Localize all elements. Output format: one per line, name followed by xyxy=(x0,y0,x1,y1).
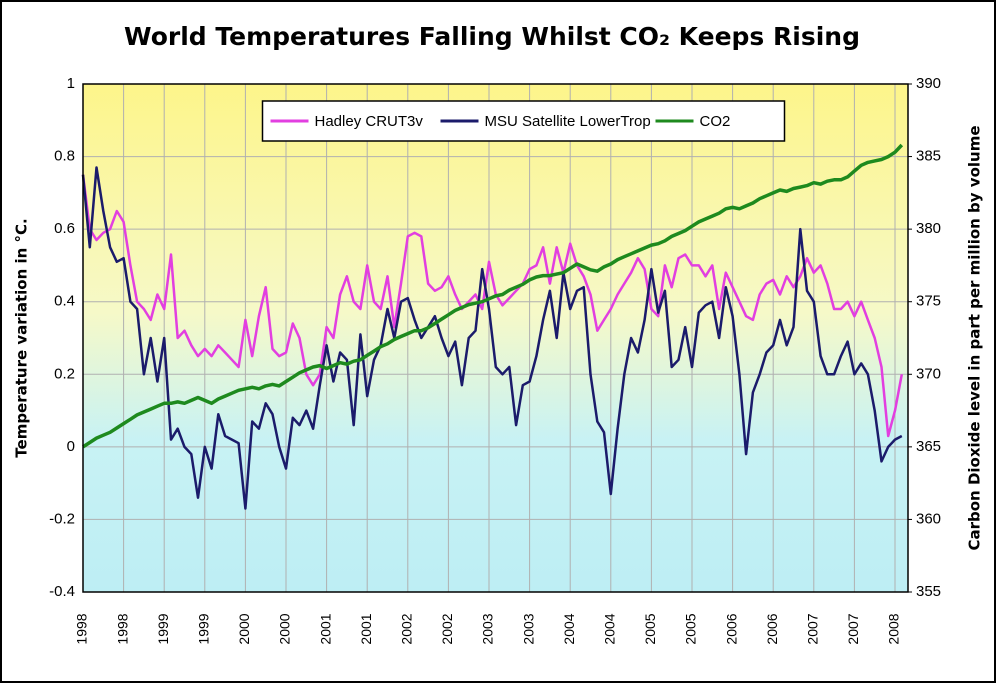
series-line xyxy=(81,174,904,438)
x-tick-label: 2002 xyxy=(399,613,415,644)
x-tick-label: 2007 xyxy=(845,613,861,644)
x-tick-label: 2000 xyxy=(236,613,252,644)
x-tick-label: 2001 xyxy=(317,613,333,644)
x-tick-label: 2000 xyxy=(277,613,293,644)
x-tick-label: 2007 xyxy=(805,613,821,644)
x-tick-label: 2006 xyxy=(764,613,780,644)
x-tick-label: 2001 xyxy=(358,613,374,644)
y2-tick-label: 380 xyxy=(916,220,941,237)
y2-tick-label: 375 xyxy=(916,293,941,310)
x-tick-label: 2004 xyxy=(561,613,577,644)
y-axis-label: Temperature variation in °C. xyxy=(13,218,31,457)
x-tick-label: 2004 xyxy=(602,613,618,644)
x-tick-label: 2003 xyxy=(520,613,536,644)
y2-tick-label: 370 xyxy=(916,365,941,382)
x-tick-label: 1999 xyxy=(155,613,171,644)
x-tick-label: 2006 xyxy=(723,613,739,644)
y-tick-label: -0.4 xyxy=(49,583,75,600)
y-tick-label: 0.8 xyxy=(54,148,75,165)
y-tick-label: 0.2 xyxy=(54,365,75,382)
y-tick-label: -0.2 xyxy=(49,510,75,527)
y-tick-label: 0.4 xyxy=(54,293,75,310)
legend-label: CO2 xyxy=(700,113,731,130)
y2-tick-label: 385 xyxy=(916,148,941,165)
legend-box xyxy=(261,100,786,142)
y2-tick-label: 360 xyxy=(916,510,941,527)
y-tick-label: 1 xyxy=(67,75,75,92)
y-tick-label: 0.6 xyxy=(54,220,75,237)
series-line xyxy=(81,166,903,510)
legend-label: MSU Satellite LowerTrop xyxy=(485,113,651,130)
chart-title: World Temperatures Falling Whilst CO₂ Ke… xyxy=(124,22,860,51)
x-tick-label: 1999 xyxy=(196,613,212,644)
x-tick-label: 2005 xyxy=(642,613,658,644)
x-tick-label: 1998 xyxy=(114,613,130,644)
y2-tick-label: 390 xyxy=(916,75,941,92)
plot-area xyxy=(83,84,908,592)
y2-tick-label: 365 xyxy=(916,438,941,455)
legend-label: Hadley CRUT3v xyxy=(315,113,424,130)
grid xyxy=(82,83,908,593)
y2-axis-label: Carbon Dioxide level in part per million… xyxy=(966,125,984,550)
y2-tick-label: 355 xyxy=(916,583,941,600)
series-line xyxy=(82,143,904,449)
plot-border xyxy=(82,83,909,593)
x-tick-label: 2003 xyxy=(480,613,496,644)
legend: Hadley CRUT3v MSU Satellite LowerTrop CO2 xyxy=(261,100,786,142)
x-tick-label: 2005 xyxy=(683,613,699,644)
y-tick-label: 0 xyxy=(67,438,75,455)
series-lines xyxy=(81,143,904,510)
x-tick-label: 1998 xyxy=(74,613,90,644)
x-tick-label: 2008 xyxy=(886,613,902,644)
x-tick-label: 2002 xyxy=(439,613,455,644)
